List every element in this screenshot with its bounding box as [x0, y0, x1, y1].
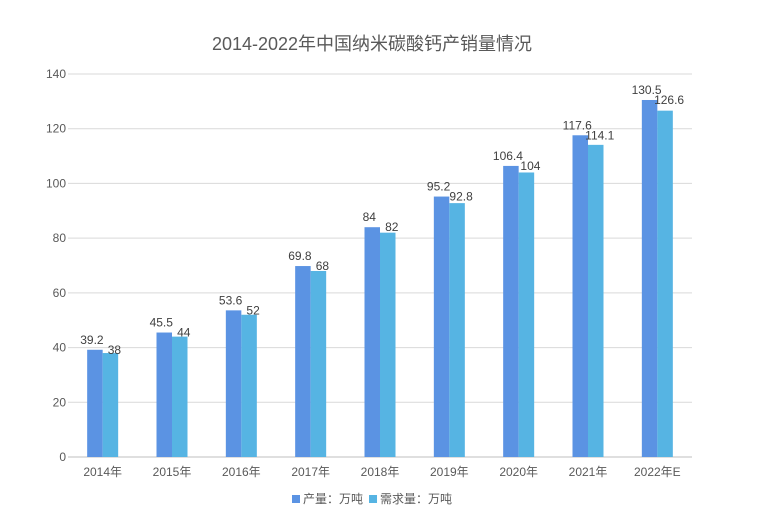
y-tick-label: 0: [59, 450, 66, 464]
data-label: 130.5: [632, 83, 662, 97]
bar: [156, 332, 172, 457]
x-tick-label: 2016年: [222, 465, 261, 479]
bar: [295, 266, 311, 457]
data-label: 114.1: [585, 128, 614, 142]
bar: [310, 270, 327, 457]
bar: [588, 144, 604, 458]
y-tick-label: 120: [46, 122, 66, 136]
data-label: 45.5: [150, 316, 174, 330]
data-label: 44: [177, 326, 191, 340]
x-tick-label: 2022年E: [634, 465, 681, 479]
legend-swatch: [369, 495, 378, 503]
bar: [87, 349, 103, 457]
x-tick-label: 2018年: [361, 465, 400, 479]
legend-swatch: [292, 495, 300, 503]
bar: [225, 310, 242, 457]
bar: [241, 314, 257, 457]
y-tick-label: 140: [46, 67, 66, 81]
bar: [657, 110, 673, 457]
data-label: 92.8: [449, 190, 473, 204]
y-tick-label: 40: [53, 341, 67, 355]
chart-title: 2014-2022年中国纳米碳酸钙产销量情况: [212, 34, 532, 54]
data-label: 126.6: [654, 93, 684, 107]
bar: [449, 203, 465, 457]
legend: 产量：万吨 需求量：万吨: [292, 492, 452, 506]
y-tick-label: 60: [53, 286, 67, 300]
bar: [433, 196, 450, 457]
bar: [572, 135, 588, 457]
x-tick-label: 2019年: [430, 465, 469, 479]
data-label: 82: [385, 220, 399, 234]
data-label: 106.4: [493, 149, 523, 163]
data-label: 68: [316, 259, 330, 273]
data-label: 39.2: [80, 333, 104, 347]
x-tick-label: 2021年: [569, 465, 608, 479]
bar: [172, 336, 188, 457]
bar: [518, 172, 535, 457]
y-axis: 0 20 40 60 80 100 120 140: [46, 67, 66, 464]
bar: [641, 99, 658, 457]
x-tick-label: 2014年: [83, 465, 122, 479]
bar: [380, 232, 396, 457]
legend-label: 需求量：万吨: [380, 492, 452, 506]
x-axis: 2014年 2015年 2016年 2017年 2018年 2019年 2020年 2021年…: [83, 465, 680, 479]
data-label: 104: [520, 159, 540, 173]
bar: [503, 165, 519, 458]
x-tick-label: 2020年: [499, 465, 538, 479]
data-label: 95.2: [427, 180, 451, 194]
legend-label: 产量：万吨: [303, 492, 363, 506]
bar: [102, 353, 119, 457]
data-label: 38: [108, 343, 122, 357]
data-label: 117.6: [563, 118, 592, 132]
data-label: 52: [246, 303, 260, 317]
y-tick-label: 100: [46, 176, 66, 190]
data-label: 53.6: [219, 293, 243, 307]
y-tick-label: 80: [53, 231, 67, 245]
data-label: 69.8: [288, 249, 312, 263]
data-label: 84: [363, 210, 377, 224]
bars: 39.2 38 45.544 53.652 69.8 68 84 82 95.292.8 106.…: [80, 83, 684, 458]
y-tick-label: 20: [53, 395, 67, 409]
x-tick-label: 2017年: [291, 465, 330, 479]
x-tick-label: 2015年: [153, 465, 192, 479]
bar: [364, 227, 380, 457]
